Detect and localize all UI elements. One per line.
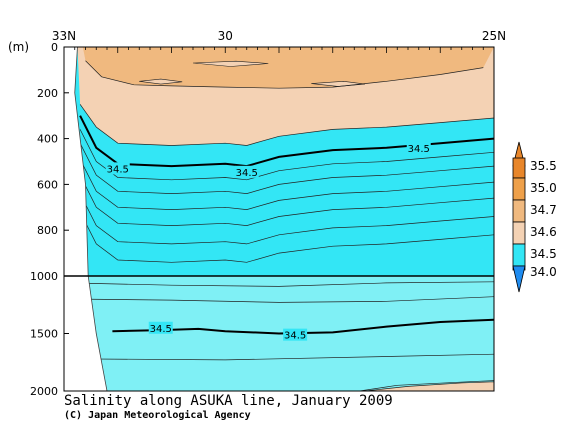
colorbar-label: 35.5 [530,159,557,173]
y-tick-label: 1000 [30,270,58,283]
colorbar-segment [512,157,526,179]
contour-label: 34.5 [236,168,258,179]
deep-high-salinity-patch [364,381,494,391]
y-tick-label: 400 [37,133,58,146]
colorbar-segment [512,199,526,223]
y-tick-label: 0 [51,41,58,54]
colorbar-bottom-arrow [512,265,526,293]
colorbar-segment [512,221,526,245]
contour-label: 34.5 [284,331,306,342]
colorbar-label: 34.0 [530,265,557,279]
chart-title: Salinity along ASUKA line, January 2009 [64,393,393,409]
contour-line [79,104,494,146]
y-tick-label: 2000 [30,385,58,398]
salinity-pocket [192,60,269,67]
colorbar-segment [512,177,526,201]
y-unit-label: (m) [8,40,29,54]
land-mask [64,47,107,391]
contour-line [79,159,494,210]
colorbar-label: 34.7 [530,203,557,217]
contour-label: 34.5 [408,144,430,155]
contour-line [79,211,494,263]
contour-line [359,380,494,391]
contour-line [79,175,494,226]
contour-label-bg [234,165,259,178]
slope-outline [74,47,108,391]
x-tick-label: 25N [482,29,506,43]
y-tick-label: 800 [37,224,58,237]
salinity-pocket [139,78,183,85]
contour-line [79,193,494,245]
y-tick-label: 600 [37,178,58,191]
contour-line [85,60,484,89]
contour-label: 34.5 [107,164,129,175]
contour-label-bg [105,162,130,175]
isohaline-34-5-lower [112,318,494,335]
x-tick-label: 30 [218,29,233,43]
band-34-7-35-0 [82,47,494,89]
contour-line [69,281,494,287]
y-tick-label: 200 [37,87,58,100]
colorbar-label: 34.6 [530,225,557,239]
contour-label-bg [406,141,431,154]
colorbar-label: 35.0 [530,181,557,195]
y-tick-label: 1500 [30,328,58,341]
x-tick-label: 33N [52,29,76,43]
chart-credit: (C) Japan Meteorological Agency [64,410,251,421]
colorbar-label: 34.5 [530,247,557,261]
contour-label-bg [283,328,308,341]
contour-line [79,143,494,194]
contour-label: 34.5 [150,324,172,335]
colorbar: 35.5 35.0 34.7 34.6 34.5 34.0 [512,141,557,293]
contour-line [69,353,494,361]
colorbar-segment [512,243,526,267]
contour-label-bg [148,321,173,334]
contour-line [69,296,494,303]
